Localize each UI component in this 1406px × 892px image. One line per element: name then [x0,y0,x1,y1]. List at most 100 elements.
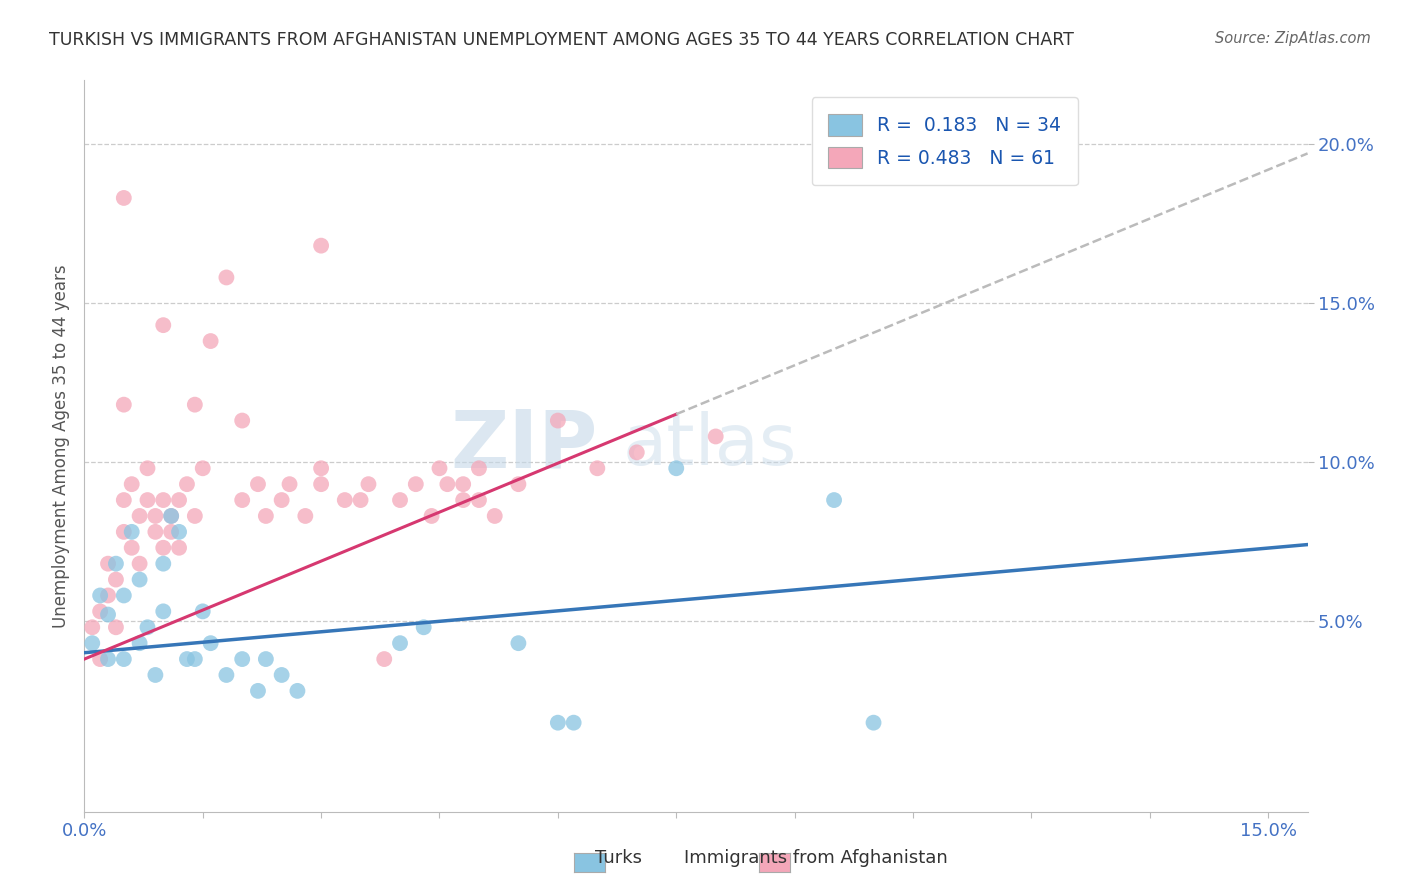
Point [254,652,277,666]
Point [112,589,135,603]
Point [215,668,238,682]
Point [389,493,412,508]
Text: Source: ZipAtlas.com: Source: ZipAtlas.com [1215,31,1371,46]
Point [429,461,451,475]
Point [167,493,190,508]
Point [152,541,174,555]
Point [373,652,395,666]
Text: ZIP: ZIP [451,407,598,485]
Point [484,508,506,523]
Point [104,557,127,571]
Point [508,636,530,650]
Point [294,508,316,523]
Point [508,477,530,491]
Text: Turks: Turks [595,849,643,867]
Point [136,620,159,634]
Point [104,573,127,587]
Point [176,652,198,666]
Point [215,270,238,285]
Text: TURKISH VS IMMIGRANTS FROM AFGHANISTAN UNEMPLOYMENT AMONG AGES 35 TO 44 YEARS CO: TURKISH VS IMMIGRANTS FROM AFGHANISTAN U… [49,31,1074,49]
Point [136,461,159,475]
Y-axis label: Unemployment Among Ages 35 to 44 years: Unemployment Among Ages 35 to 44 years [52,264,70,628]
Point [112,398,135,412]
Point [333,493,356,508]
Point [420,508,443,523]
Point [184,652,207,666]
Point [436,477,458,491]
Point [121,477,143,491]
Text: Immigrants from Afghanistan: Immigrants from Afghanistan [683,849,948,867]
Point [160,508,183,523]
Point [97,589,120,603]
Point [254,508,277,523]
Point [405,477,427,491]
Point [160,524,183,539]
Point [547,715,569,730]
Point [184,398,207,412]
Point [231,493,253,508]
Point [309,461,332,475]
Point [167,524,190,539]
Point [412,620,434,634]
Point [586,461,609,475]
Point [191,461,214,475]
Point [152,604,174,618]
Point [112,493,135,508]
Point [184,508,207,523]
Point [231,413,253,427]
Point [145,668,167,682]
Point [82,620,104,634]
Point [121,524,143,539]
Point [89,604,111,618]
Point [152,557,174,571]
Point [547,413,569,427]
Point [104,620,127,634]
Legend: R =  0.183   N = 34, R = 0.483   N = 61: R = 0.183 N = 34, R = 0.483 N = 61 [811,97,1078,186]
Point [823,493,845,508]
Point [152,493,174,508]
Point [231,652,253,666]
Point [704,429,727,443]
Point [97,607,120,622]
Point [287,684,309,698]
Point [112,652,135,666]
Point [145,524,167,539]
Point [89,589,111,603]
Point [200,636,222,650]
Point [468,493,491,508]
Point [626,445,648,459]
Point [357,477,380,491]
Point [128,573,150,587]
Point [160,508,183,523]
Point [270,493,292,508]
Point [167,541,190,555]
Point [89,652,111,666]
Point [121,541,143,555]
Point [128,557,150,571]
Point [128,636,150,650]
Point [309,238,332,252]
Point [112,524,135,539]
Point [145,508,167,523]
Point [112,191,135,205]
Point [246,477,269,491]
Point [152,318,174,333]
Point [349,493,371,508]
Point [191,604,214,618]
Text: atlas: atlas [623,411,797,481]
Point [309,477,332,491]
Point [246,684,269,698]
Point [82,636,104,650]
Point [389,636,412,650]
Point [128,508,150,523]
Point [451,477,474,491]
Point [200,334,222,348]
Point [562,715,585,730]
Point [468,461,491,475]
Point [176,477,198,491]
Point [278,477,301,491]
Point [451,493,474,508]
Point [665,461,688,475]
Point [97,652,120,666]
Point [862,715,884,730]
